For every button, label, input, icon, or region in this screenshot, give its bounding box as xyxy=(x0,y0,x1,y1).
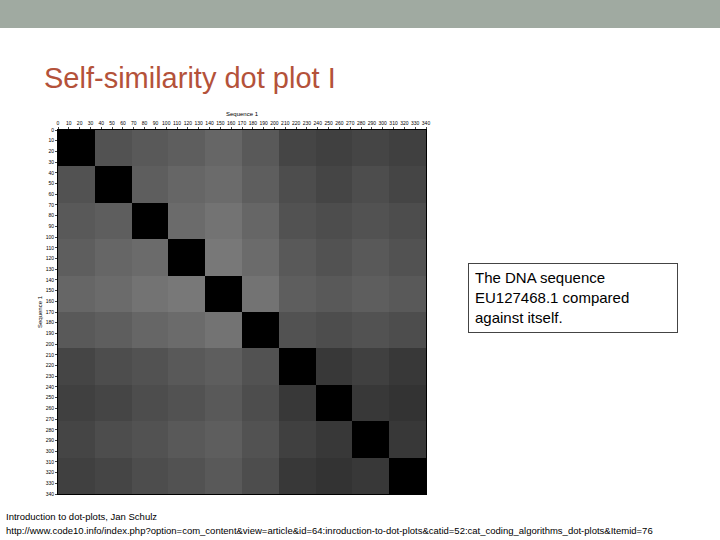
svg-text:250: 250 xyxy=(46,394,55,400)
html-text:Self-similarity dot plot I: Self-similarity dot plot I xyxy=(44,62,336,94)
svg-text:140: 140 xyxy=(46,277,55,283)
svg-text:100: 100 xyxy=(162,120,171,126)
svg-text:320: 320 xyxy=(46,469,55,475)
html-text:The DNA sequence EU127468.1 co: The DNA sequence EU127468.1 compared aga… xyxy=(475,269,630,326)
svg-text:340: 340 xyxy=(46,491,55,497)
svg-text:190: 190 xyxy=(259,120,268,126)
svg-text:90: 90 xyxy=(48,223,54,229)
svg-text:10: 10 xyxy=(66,120,72,126)
svg-text:240: 240 xyxy=(314,120,323,126)
svg-text:20: 20 xyxy=(77,120,83,126)
svg-text:70: 70 xyxy=(131,120,137,126)
svg-text:220: 220 xyxy=(46,362,55,368)
svg-text:80: 80 xyxy=(142,120,148,126)
svg-text:0: 0 xyxy=(57,120,60,126)
svg-text:40: 40 xyxy=(99,120,105,126)
svg-text:180: 180 xyxy=(249,120,258,126)
svg-text:290: 290 xyxy=(46,437,55,443)
svg-text:200: 200 xyxy=(46,341,55,347)
svg-text:50: 50 xyxy=(109,120,115,126)
svg-text:160: 160 xyxy=(46,298,55,304)
svg-text:60: 60 xyxy=(48,191,54,197)
svg-text:280: 280 xyxy=(357,120,366,126)
svg-text:170: 170 xyxy=(238,120,247,126)
svg-text:250: 250 xyxy=(324,120,333,126)
svg-text:60: 60 xyxy=(120,120,126,126)
svg-text:Sequence 1: Sequence 1 xyxy=(226,111,259,117)
svg-text:90: 90 xyxy=(153,120,159,126)
svg-text:280: 280 xyxy=(46,427,55,433)
svg-text:190: 190 xyxy=(46,330,55,336)
svg-text:70: 70 xyxy=(48,202,54,208)
svg-text:310: 310 xyxy=(46,459,55,465)
svg-text:330: 330 xyxy=(411,120,420,126)
svg-text:220: 220 xyxy=(292,120,301,126)
svg-text:290: 290 xyxy=(368,120,377,126)
svg-text:270: 270 xyxy=(46,416,55,422)
svg-text:340: 340 xyxy=(422,120,431,126)
svg-text:150: 150 xyxy=(216,120,225,126)
svg-text:230: 230 xyxy=(46,373,55,379)
svg-text:330: 330 xyxy=(46,480,55,486)
svg-text:260: 260 xyxy=(335,120,344,126)
svg-text:110: 110 xyxy=(46,245,54,251)
svg-text:10: 10 xyxy=(48,137,54,143)
svg-text:120: 120 xyxy=(184,120,193,126)
svg-text:0: 0 xyxy=(51,127,54,133)
svg-text:20: 20 xyxy=(48,148,54,154)
svg-text:130: 130 xyxy=(195,120,204,126)
svg-text:120: 120 xyxy=(46,255,55,261)
svg-text:270: 270 xyxy=(346,120,355,126)
svg-text:130: 130 xyxy=(46,266,55,272)
svg-text:50: 50 xyxy=(48,180,54,186)
svg-text:140: 140 xyxy=(205,120,214,126)
svg-text:Sequence 1: Sequence 1 xyxy=(37,295,43,328)
svg-text:150: 150 xyxy=(46,287,55,293)
svg-text:200: 200 xyxy=(270,120,279,126)
svg-text:210: 210 xyxy=(46,352,55,358)
svg-text:180: 180 xyxy=(46,319,55,325)
html-text:http://www.code10.info/index.p: http://www.code10.info/index.php?option=… xyxy=(6,525,653,536)
svg-text:40: 40 xyxy=(48,170,54,176)
svg-text:300: 300 xyxy=(46,448,55,454)
svg-text:240: 240 xyxy=(46,384,55,390)
svg-text:30: 30 xyxy=(48,159,54,165)
svg-text:100: 100 xyxy=(46,234,55,240)
html-text:Introduction to dot-plots, Jan: Introduction to dot-plots, Jan Schulz xyxy=(6,511,157,522)
svg-text:170: 170 xyxy=(46,309,55,315)
svg-text:310: 310 xyxy=(389,120,398,126)
svg-text:110: 110 xyxy=(173,120,181,126)
svg-text:230: 230 xyxy=(303,120,312,126)
svg-text:160: 160 xyxy=(227,120,236,126)
svg-text:30: 30 xyxy=(88,120,94,126)
svg-text:320: 320 xyxy=(400,120,409,126)
svg-text:210: 210 xyxy=(281,120,290,126)
svg-text:300: 300 xyxy=(379,120,388,126)
svg-text:80: 80 xyxy=(48,212,54,218)
svg-text:260: 260 xyxy=(46,405,55,411)
